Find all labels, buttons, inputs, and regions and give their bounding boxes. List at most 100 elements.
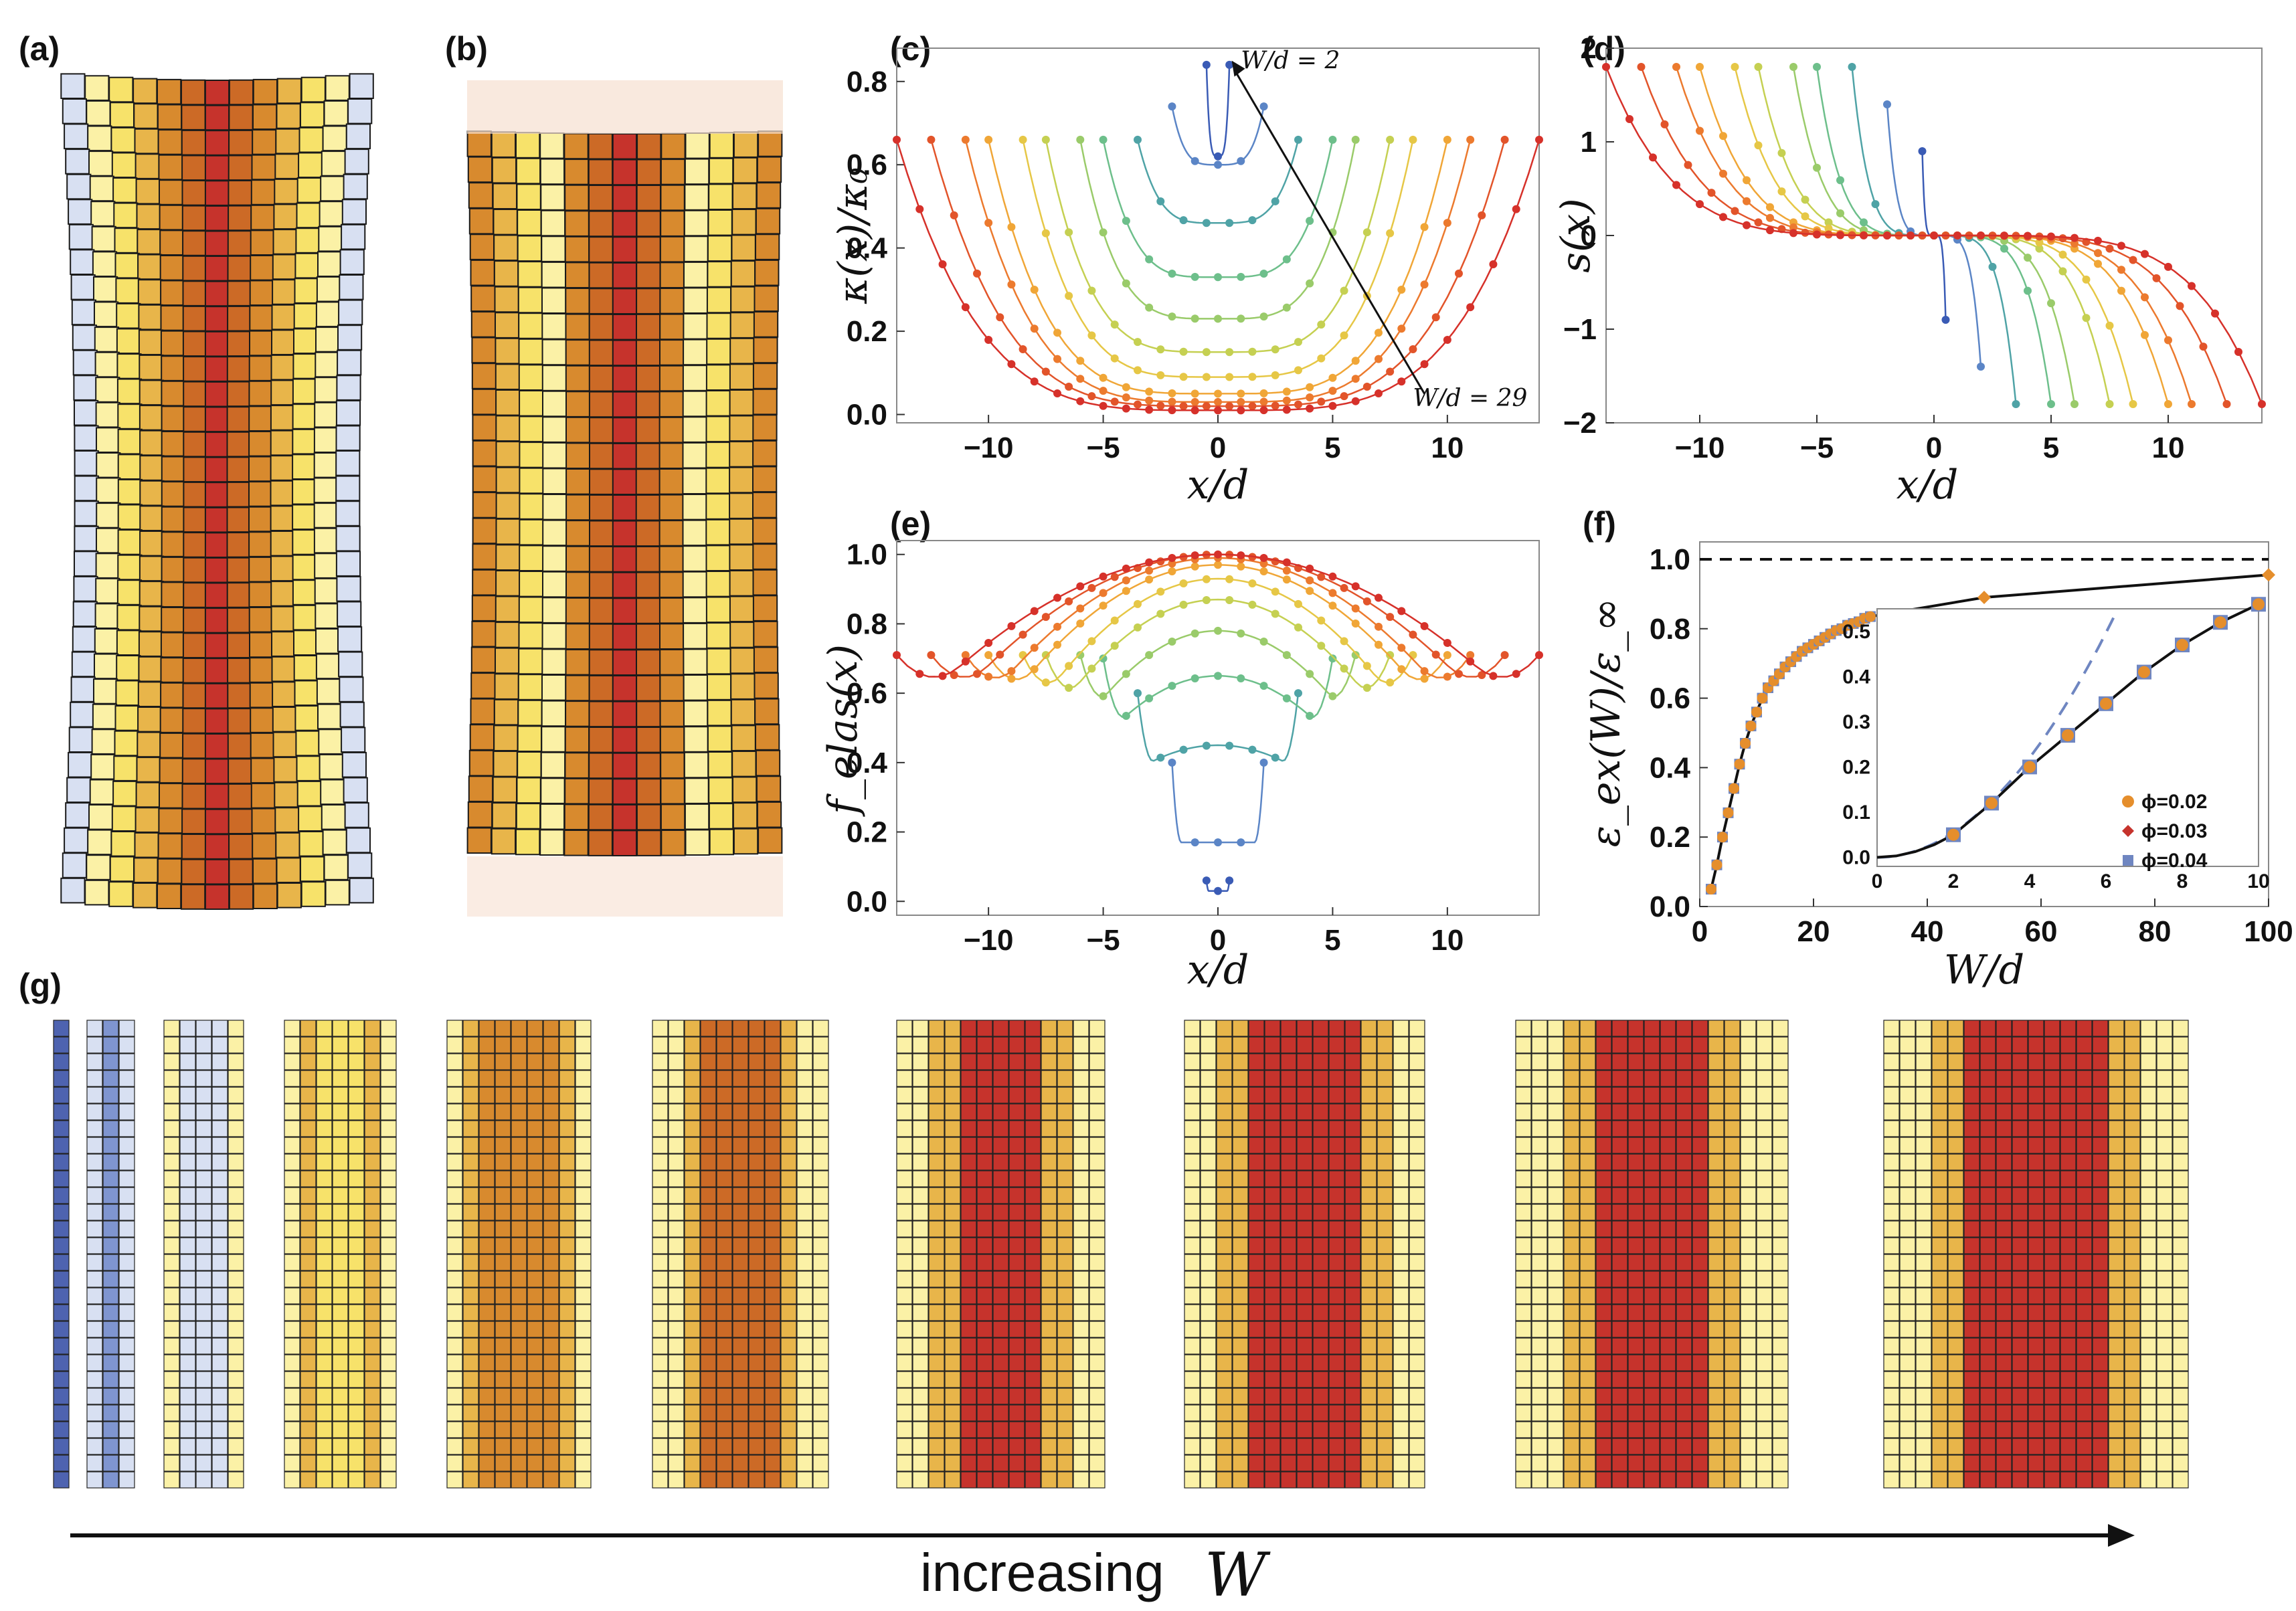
strip-cell	[179, 1304, 196, 1321]
sheet-a-cell	[66, 173, 92, 200]
strip-cell	[992, 1337, 1009, 1355]
sheet-a-cell	[62, 852, 88, 878]
sheet-a-cell	[87, 125, 112, 152]
strip-cell	[1772, 1153, 1789, 1171]
strip-cell	[1772, 1321, 1789, 1338]
strip-cell	[300, 1354, 317, 1371]
series-point	[1282, 396, 1291, 405]
strip-cell	[1393, 1070, 1409, 1087]
sheet-a-cell	[294, 705, 320, 731]
strip-cell	[462, 1187, 479, 1204]
strip-cell	[684, 1404, 701, 1422]
strip-cell	[1979, 1170, 1996, 1188]
strip-cell	[764, 1137, 781, 1154]
sheet-a-cell	[157, 858, 183, 884]
strip-cell	[86, 1070, 103, 1087]
strip-cell	[1563, 1170, 1580, 1188]
strip-cell	[1515, 1204, 1532, 1221]
strip-cell	[1216, 1454, 1233, 1472]
strip-cell	[2076, 1304, 2093, 1321]
strip-cell	[1692, 1053, 1708, 1070]
strip-cell	[348, 1304, 365, 1321]
strip-cell	[1393, 1086, 1409, 1104]
sheet-a-cell	[226, 406, 252, 432]
strip-cell	[668, 1337, 685, 1355]
series-point	[1282, 303, 1291, 312]
series-point	[1145, 303, 1154, 312]
strip-cell	[976, 1070, 993, 1087]
strip-cell	[2060, 1204, 2077, 1221]
strip-cell	[543, 1254, 559, 1271]
strip-cell	[1676, 1020, 1692, 1037]
strip-cell	[1931, 1371, 1948, 1388]
series-point	[1766, 213, 1774, 222]
sheet-b-cell	[495, 389, 521, 416]
strip-cell	[478, 1304, 495, 1321]
strip-cell	[559, 1471, 576, 1489]
strip-cell	[53, 1137, 70, 1154]
strip-cell	[1883, 1371, 1900, 1388]
strip-cell	[1264, 1454, 1281, 1472]
series-point	[2141, 250, 2149, 258]
series-point	[1386, 613, 1395, 622]
strip-cell	[2156, 1254, 2173, 1271]
strip-cell	[1216, 1270, 1233, 1288]
strip-cell	[575, 1187, 592, 1204]
strip-cell	[2092, 1020, 2109, 1037]
strip-cell	[732, 1103, 749, 1121]
strip-cell	[211, 1404, 228, 1422]
strip-cell	[380, 1170, 397, 1188]
strip-cell	[2012, 1053, 2028, 1070]
sheet-b-cell	[635, 468, 661, 495]
plot-frame	[1699, 541, 2269, 907]
sheet-b-cell	[519, 571, 544, 597]
sheet-a-cell	[91, 729, 116, 755]
strip-cell	[1232, 1254, 1249, 1271]
strip-cell	[228, 1153, 244, 1171]
strip-cell	[511, 1337, 527, 1355]
sheet-b-cell	[752, 414, 778, 441]
strip-cell	[1756, 1036, 1773, 1054]
strip-cell	[976, 1337, 993, 1355]
strip-cell	[1409, 1270, 1425, 1288]
strip-cell	[1708, 1321, 1725, 1338]
strip-cell	[1660, 1438, 1676, 1455]
strip-cell	[764, 1053, 781, 1070]
strip-cell	[796, 1287, 813, 1305]
strip-cell	[1360, 1237, 1377, 1254]
strip-cell	[1200, 1120, 1217, 1137]
strip-cell	[1724, 1404, 1741, 1422]
series-line	[988, 564, 1448, 680]
strip-cell	[1360, 1020, 1377, 1037]
series-point	[1271, 371, 1279, 379]
strip-cell	[1393, 1137, 1409, 1154]
strip-cell	[1547, 1053, 1564, 1070]
strip-cell	[2044, 1388, 2060, 1405]
sheet-a-cell	[74, 475, 99, 502]
series-point	[1719, 213, 1727, 221]
strip-cell	[1772, 1270, 1789, 1288]
strip-cell	[284, 1388, 300, 1405]
series-point	[1190, 157, 1199, 165]
strip-cell	[2124, 1371, 2141, 1388]
series-point	[1743, 197, 1751, 205]
strip-cell	[1963, 1388, 1980, 1405]
strip-cell	[1931, 1103, 1948, 1121]
strip-cell	[53, 1388, 70, 1405]
strip-cell	[1531, 1454, 1548, 1472]
chart-e-elastic-energy: −10 −5 0 5 100.00.20.40.60.81.0x/df_elas(x)	[820, 539, 1543, 993]
strip-cell	[1280, 1170, 1297, 1188]
sheet-a-cell	[112, 177, 138, 203]
strip-cell	[1644, 1086, 1660, 1104]
strip-cell	[684, 1220, 701, 1238]
strip-cell	[543, 1454, 559, 1472]
strip-cell	[2028, 1321, 2044, 1338]
strip-cell	[1708, 1388, 1725, 1405]
x-tick-label: −10	[964, 924, 1014, 957]
strip-cell	[1409, 1321, 1425, 1338]
strip-cell	[179, 1438, 196, 1455]
strip-cell	[1579, 1404, 1596, 1422]
strip-cell	[700, 1053, 717, 1070]
strip-cell	[511, 1137, 527, 1154]
strip-cell	[1248, 1337, 1265, 1355]
